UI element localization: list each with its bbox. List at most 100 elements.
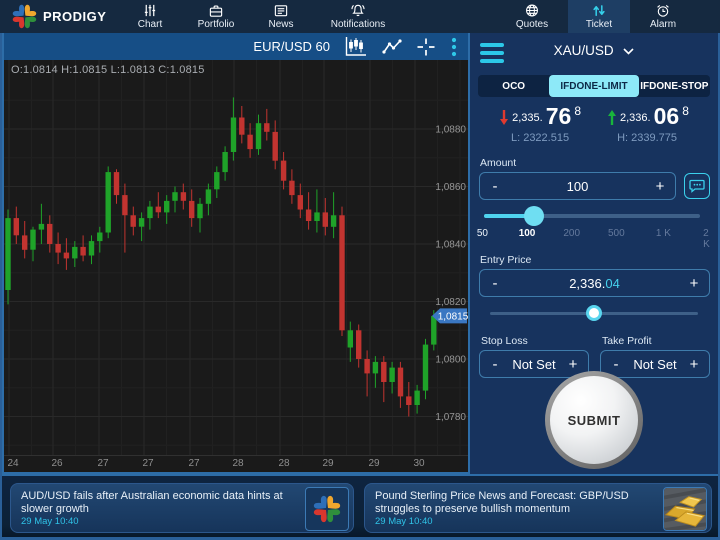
x-axis-tick: 28: [278, 458, 290, 469]
take-profit-value[interactable]: Not Set: [633, 356, 677, 372]
ask-price[interactable]: 2,336. 06 8: [607, 103, 689, 129]
stop-loss-value[interactable]: Not Set: [512, 356, 556, 372]
x-axis-tick: 27: [188, 458, 200, 469]
arrow-down-icon: [500, 110, 509, 125]
entry-price-value[interactable]: 2,336.04: [510, 276, 679, 291]
comment-button[interactable]: [684, 173, 710, 199]
take-profit-label: Take Profit: [602, 335, 652, 347]
nav-tab-label: Alarm: [649, 19, 677, 30]
bid-prefix: 2,335.: [512, 112, 543, 124]
entry-slider-knob[interactable]: [586, 305, 602, 321]
entry-price-increment-button[interactable]: +: [689, 274, 699, 292]
nav-tab-label: Portfolio: [197, 19, 235, 30]
news-bar: AUD/USD fails after Australian economic …: [2, 474, 718, 537]
ask-prefix: 2,336.: [620, 112, 651, 124]
bid-sup: 8: [574, 104, 581, 118]
entry-price-decrement-button[interactable]: -: [492, 274, 498, 292]
scale-100[interactable]: 100: [518, 228, 536, 239]
x-axis-tick: 24: [7, 458, 19, 469]
nav-tab-ticket[interactable]: Ticket: [568, 0, 630, 33]
session-high: H: 2339.775: [617, 132, 678, 144]
stop-loss-label: Stop Loss: [481, 335, 528, 347]
scale-2k[interactable]: 2 K: [703, 228, 710, 250]
arrow-up-icon: [608, 110, 616, 125]
bid-ask-prices: 2,335. 76 8 2,336. 06 8: [470, 103, 718, 129]
x-axis-tick: 27: [97, 458, 109, 469]
svg-text:1,0840: 1,0840: [435, 240, 466, 251]
submit-button-ring: SUBMIT: [545, 371, 643, 469]
submit-button[interactable]: SUBMIT: [550, 376, 638, 464]
nav-tab-label: News: [268, 19, 294, 30]
scale-200[interactable]: 200: [563, 228, 581, 239]
x-axis-tick: 29: [368, 458, 380, 469]
ohlc-readout: O:1.0814 H:1.0815 L:1.0813 C:1.0815: [11, 64, 205, 76]
chart-levels-icon: [144, 4, 156, 17]
chart-panel: EUR/USD 60: [2, 33, 470, 474]
x-axis-tick: 28: [232, 458, 244, 469]
svg-text:1,0780: 1,0780: [435, 412, 466, 423]
svg-text:1,0880: 1,0880: [435, 125, 466, 136]
session-low-high: L: 2322.515 H: 2339.775: [470, 132, 718, 144]
tab-ifdone-limit[interactable]: IFDONE-LIMIT: [549, 75, 639, 97]
x-axis-tick: 29: [322, 458, 334, 469]
amount-decrement-button[interactable]: -: [492, 177, 498, 195]
stop-loss-increment-button[interactable]: +: [568, 355, 578, 373]
nav-tab-portfolio[interactable]: Portfolio: [182, 0, 250, 33]
scale-50[interactable]: 50: [476, 228, 488, 239]
symbol-selector[interactable]: XAU/USD: [470, 43, 718, 58]
x-axis-tick: 30: [413, 458, 425, 469]
amount-stepper: - 100 +: [479, 172, 676, 200]
chart-plot-area[interactable]: 1,0880 1,0860 1,0840 1,0820 1,0800 1,0780 1,08…: [4, 60, 469, 455]
news-timestamp: 29 May 10:40: [21, 516, 79, 527]
x-axis-tick: 26: [51, 458, 63, 469]
stop-loss-decrement-button[interactable]: -: [492, 355, 498, 373]
amount-increment-button[interactable]: +: [655, 177, 665, 195]
ask-sup: 8: [682, 104, 689, 118]
newspaper-icon: [274, 5, 288, 17]
svg-text:1,0860: 1,0860: [435, 182, 466, 193]
amount-value[interactable]: 100: [566, 178, 589, 194]
svg-text:1,0820: 1,0820: [435, 297, 466, 308]
amount-slider[interactable]: [484, 206, 700, 226]
nav-tab-alarm[interactable]: Alarm: [630, 0, 696, 33]
nav-tab-news[interactable]: News: [250, 0, 312, 33]
news-item[interactable]: Pound Sterling Price News and Forecast: …: [364, 483, 712, 533]
line-style-icon[interactable]: [382, 38, 402, 56]
symbol-label: XAU/USD: [553, 43, 614, 58]
nav-tab-chart[interactable]: Chart: [118, 0, 182, 33]
nav-tab-label: Notifications: [330, 19, 386, 30]
menu-hamburger-icon[interactable]: [480, 43, 504, 63]
candlestick-style-icon[interactable]: [344, 36, 368, 57]
amount-slider-track[interactable]: [484, 214, 700, 218]
crosshair-icon[interactable]: [416, 37, 436, 57]
tab-ifdone-stop[interactable]: IFDONE-STOP: [640, 80, 709, 92]
amount-label: Amount: [480, 157, 517, 169]
ticket-panel: XAU/USD OCO IFDONE-LIMIT IFDONE-STOP: [470, 33, 718, 474]
news-item[interactable]: AUD/USD fails after Australian economic …: [10, 483, 354, 533]
entry-price-slider[interactable]: [490, 305, 698, 321]
submit-label: SUBMIT: [567, 412, 621, 428]
bid-big: 76: [545, 103, 572, 129]
nav-tab-notifications[interactable]: Notifications: [312, 0, 404, 33]
stop-loss-stepper: - Not Set +: [479, 350, 589, 378]
take-profit-stepper: - Not Set +: [600, 350, 710, 378]
chart-x-axis: 24 26 27 27 27 28 28 29 29 30: [4, 455, 468, 472]
take-profit-increment-button[interactable]: +: [689, 355, 699, 373]
order-type-tabs: OCO IFDONE-LIMIT IFDONE-STOP: [478, 75, 710, 97]
bell-icon: [351, 4, 365, 17]
news-title: AUD/USD fails after Australian economic …: [21, 490, 283, 515]
top-navigation: PRODIGY Chart Portfolio: [0, 0, 720, 33]
tab-oco[interactable]: OCO: [502, 80, 526, 92]
nav-tab-label: Ticket: [585, 19, 613, 30]
chart-menu-icon[interactable]: [450, 37, 458, 57]
bid-price[interactable]: 2,335. 76 8: [499, 103, 581, 129]
scale-1k[interactable]: 1 K: [655, 228, 671, 239]
amount-slider-knob[interactable]: [523, 206, 544, 226]
nav-tab-quotes[interactable]: Quotes: [496, 0, 568, 33]
take-profit-decrement-button[interactable]: -: [613, 355, 619, 373]
entry-price-main: 2,336.: [569, 275, 606, 291]
nav-right-pad: [696, 0, 720, 33]
ask-big: 06: [653, 103, 680, 129]
scale-500[interactable]: 500: [607, 228, 625, 239]
